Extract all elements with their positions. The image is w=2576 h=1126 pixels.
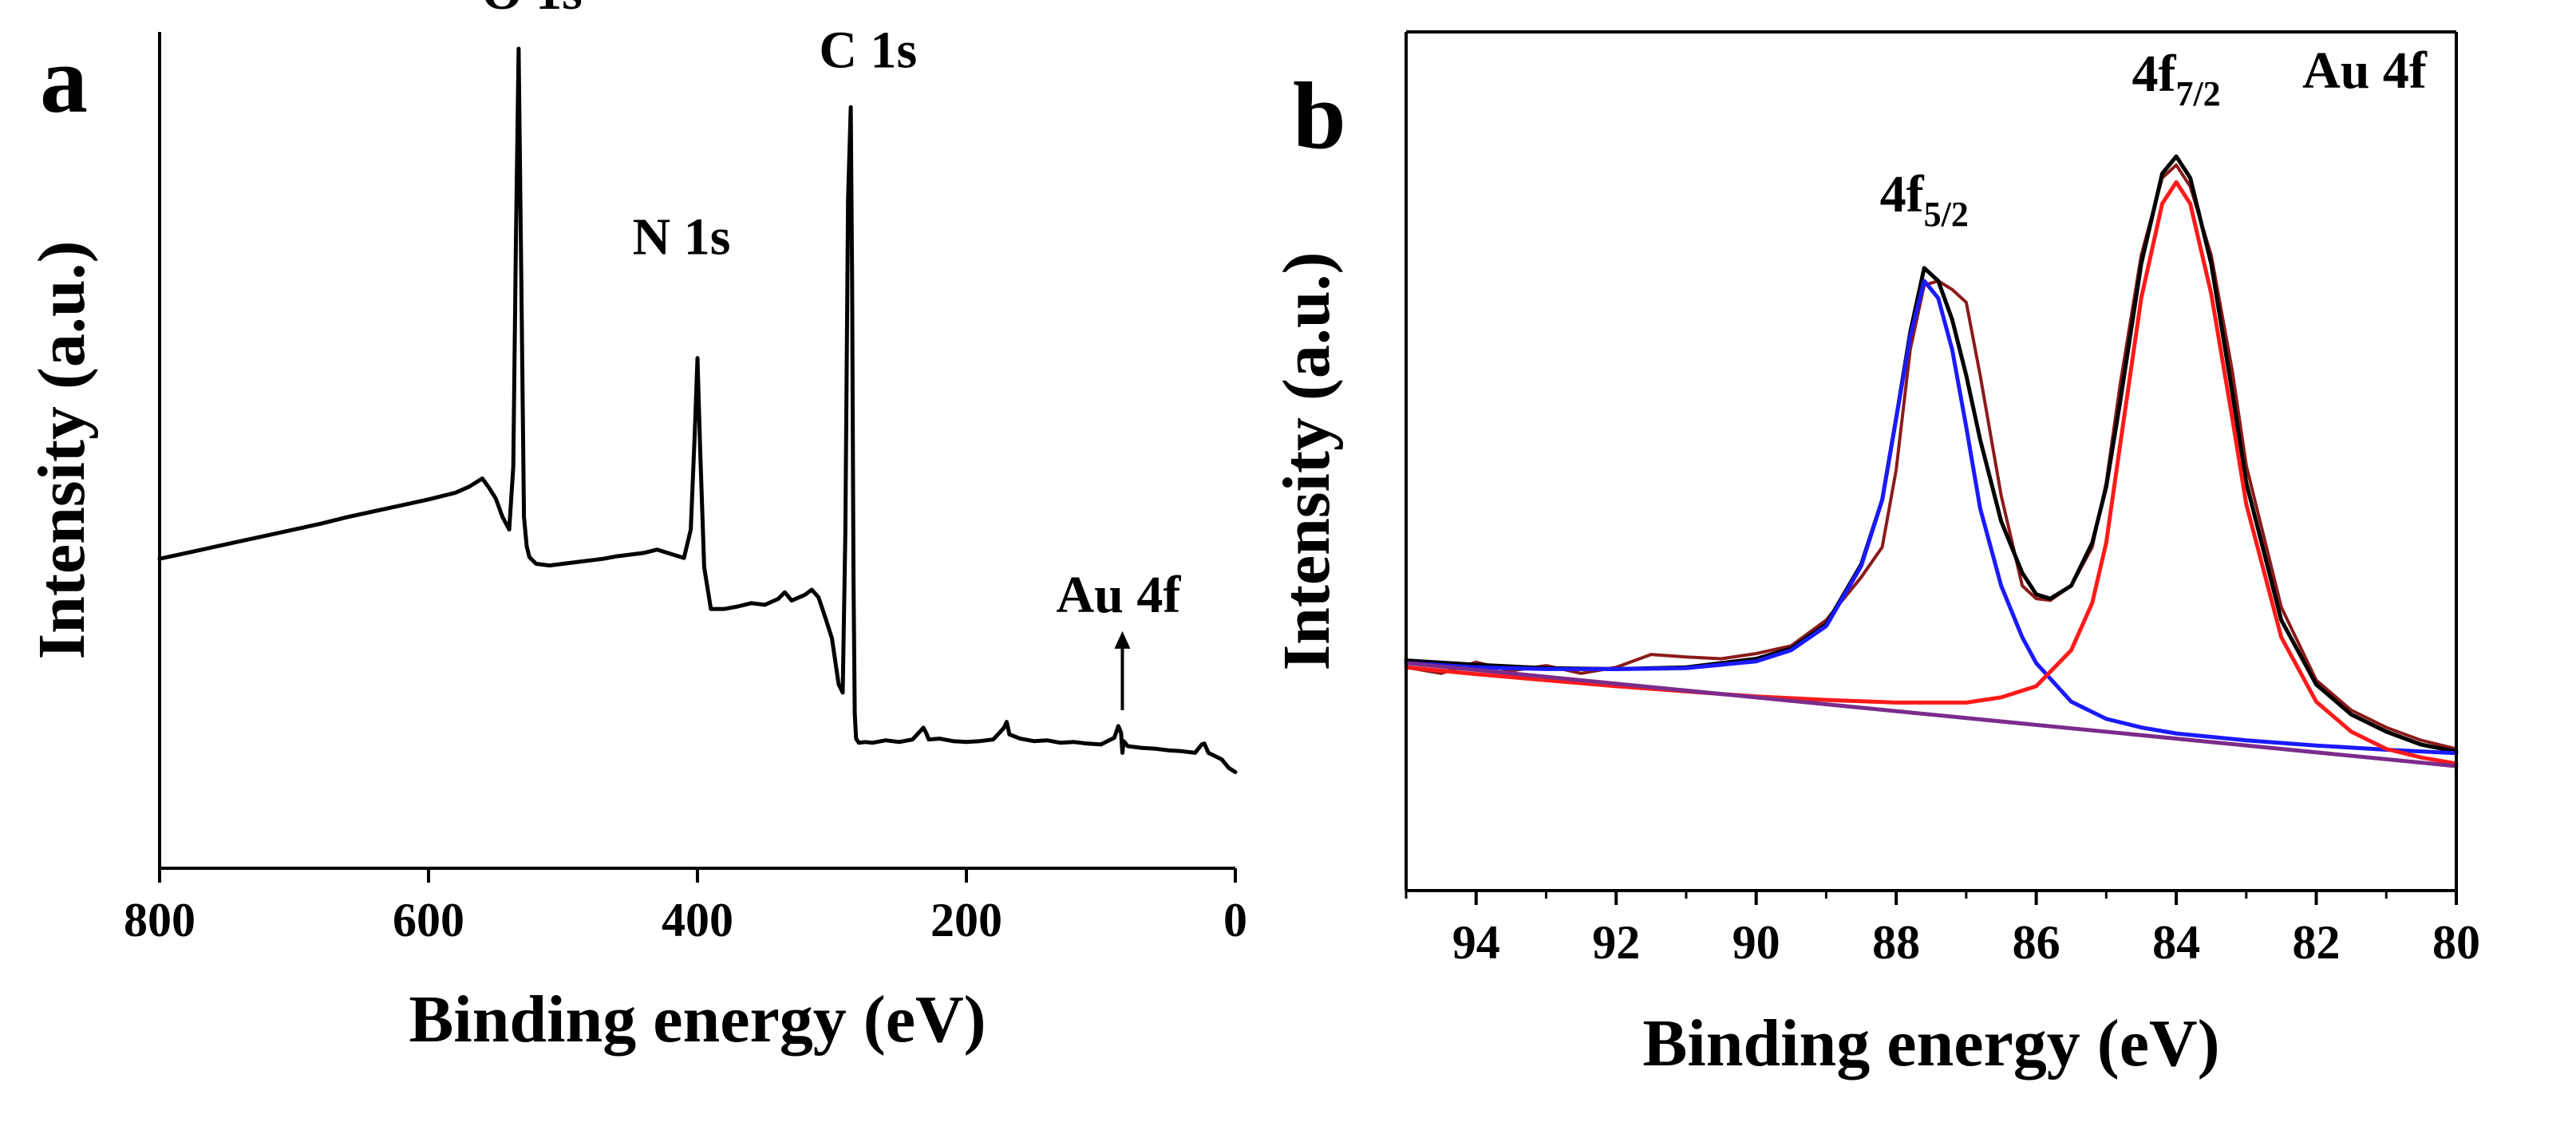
x-tick-label: 88 [1872, 916, 1920, 969]
x-tick-label: 80 [2432, 916, 2480, 969]
panel-a: a 800 600 400 200 0 Binding energy (eV) Intensi… [25, 0, 1247, 1057]
panel-letter: a [40, 26, 88, 132]
series-line-raw-data [1405, 163, 2458, 751]
x-tick-label: 0 [1223, 894, 1247, 946]
arrow-head-icon [1114, 630, 1131, 649]
series-line-au-4f5-2-component [1404, 279, 2459, 756]
x-tick-label: 800 [124, 894, 196, 946]
series-line-survey [157, 46, 1238, 774]
axes-frame [1405, 30, 2458, 892]
x-tick-label: 600 [393, 894, 464, 946]
peak-label: 4f7/2 [2132, 45, 2220, 113]
x-tick-label: 90 [1732, 916, 1780, 969]
y-axis-title: Intensity (a.u.) [25, 240, 99, 659]
x-axis-title: Binding energy (eV) [1642, 1006, 2219, 1081]
x-axis-title: Binding energy (eV) [409, 982, 986, 1057]
peak-label: N 1s [633, 208, 731, 267]
x-tick-label: 84 [2152, 916, 2200, 969]
panel-letter: b [1293, 62, 1346, 168]
peak-label: 4f5/2 [1880, 165, 1969, 234]
series-line-background [1404, 661, 2459, 768]
panel-b: b 94 92 90 88 86 84 82 80 Binding energy (eV) Inte… [1270, 30, 2480, 1081]
x-tick-label: 92 [1592, 916, 1640, 969]
x-tick-label: 200 [930, 894, 1002, 946]
y-axis-title: Intensity (a.u.) [1270, 251, 1344, 670]
x-tick-label: 94 [1452, 916, 1500, 969]
x-tick-label: 82 [2293, 916, 2341, 969]
peak-label: O 1s [481, 0, 583, 21]
peak-label: C 1s [819, 21, 917, 79]
x-tick-label: 400 [662, 894, 733, 946]
peak-label: Au 4f [1057, 566, 1182, 624]
series-line-envelope-fit [1404, 154, 2459, 754]
series-line-au-4f7-2-component [1404, 180, 2459, 766]
x-tick-label: 86 [2013, 916, 2060, 969]
legend-title: Au 4f [2302, 41, 2428, 100]
